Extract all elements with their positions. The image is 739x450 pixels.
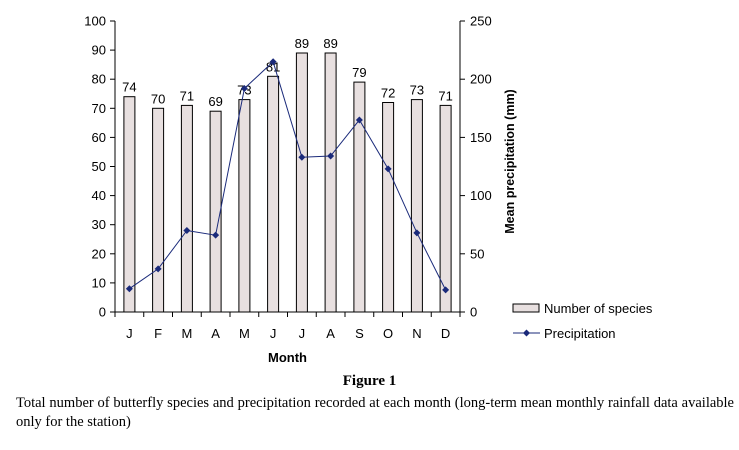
x-tick-label: A — [326, 326, 335, 341]
bar-D — [439, 104, 452, 313]
bar-M — [180, 104, 193, 313]
left-tick-label: 10 — [92, 275, 106, 290]
precipitation-point-F — [154, 265, 162, 273]
x-tick-label: J — [299, 326, 306, 341]
bar-value-label: 81 — [266, 59, 280, 74]
precipitation-line — [129, 60, 447, 291]
bar-F — [152, 107, 165, 313]
combo-chart: 747071697381898979727371 010203040506070… — [84, 14, 653, 366]
left-tick-label: 100 — [84, 14, 106, 29]
precipitation-point-J — [298, 153, 306, 161]
axes: 0 10 20 30 40 50 60 70 80 90 100 0 50 100 150 200 250 J F M… — [84, 14, 517, 366]
left-tick-label: 0 — [99, 305, 106, 320]
bar-J — [123, 96, 136, 313]
bar-value-label: 73 — [410, 83, 424, 98]
bar-value-label: 74 — [122, 80, 136, 95]
legend: Number of species Precipitation — [512, 301, 653, 341]
precipitation-point-A — [212, 231, 220, 239]
bar-value-label: 71 — [438, 88, 452, 103]
legend-bar-label: Number of species — [544, 301, 653, 316]
left-tick-label: 30 — [92, 217, 106, 232]
precipitation-point-M — [240, 85, 248, 93]
left-tick-label: 70 — [92, 101, 106, 116]
bar-value-label: 69 — [208, 94, 222, 109]
bar-value-label: 79 — [352, 65, 366, 80]
left-tick-label: 90 — [92, 43, 106, 58]
x-tick-label: N — [412, 326, 421, 341]
bar-value-labels: 747071697381898979727371 — [122, 36, 453, 109]
left-tick-label: 50 — [92, 159, 106, 174]
precipitation-point-A — [327, 152, 335, 160]
bar-A — [209, 110, 222, 313]
bar-N — [410, 99, 423, 313]
bar-J — [295, 52, 308, 313]
precipitation-point-D — [442, 286, 450, 294]
bar-value-label: 71 — [180, 88, 194, 103]
right-tick-label: 0 — [470, 305, 477, 320]
precipitation-series — [125, 58, 450, 294]
right-tick-label: 50 — [470, 246, 484, 261]
precipitation-point-J — [125, 285, 133, 293]
x-tick-label: J — [126, 326, 133, 341]
x-tick-label: O — [383, 326, 393, 341]
legend-bar-swatch — [512, 303, 540, 313]
right-tick-label: 200 — [470, 72, 492, 87]
precipitation-point-S — [355, 116, 363, 124]
precipitation-point-N — [413, 229, 421, 237]
x-axis-title: Month — [268, 350, 307, 365]
bar-value-label: 72 — [381, 86, 395, 101]
right-tick-label: 250 — [470, 14, 492, 29]
x-tick-label: M — [181, 326, 192, 341]
left-tick-label: 80 — [92, 72, 106, 87]
bar-series — [123, 52, 452, 313]
bar-value-label: 89 — [295, 36, 309, 51]
x-tick-label: J — [270, 326, 277, 341]
right-tick-label: 100 — [470, 188, 492, 203]
right-axis-title: Mean precipitation (mm) — [503, 89, 517, 233]
bar-J — [267, 75, 280, 313]
x-tick-label: S — [355, 326, 364, 341]
legend-line-label: Precipitation — [544, 326, 616, 341]
legend-line-marker — [523, 329, 530, 337]
x-tick-label: M — [239, 326, 250, 341]
x-tick-label: D — [441, 326, 450, 341]
right-tick-label: 150 — [470, 130, 492, 145]
bar-value-label: 89 — [323, 36, 337, 51]
figure-label: Figure 1 — [342, 373, 397, 389]
left-tick-label: 60 — [92, 130, 106, 145]
precipitation-point-J — [269, 58, 277, 66]
left-tick-label: 40 — [92, 188, 106, 203]
bar-M — [238, 99, 251, 313]
bar-A — [324, 52, 337, 313]
left-tick-label: 20 — [92, 246, 106, 261]
bar-value-label: 70 — [151, 91, 165, 106]
precipitation-point-O — [384, 165, 392, 173]
precipitation-point-M — [183, 227, 191, 235]
x-tick-label: A — [211, 326, 220, 341]
x-tick-label: F — [154, 326, 162, 341]
figure-caption: Total number of butterfly species and pr… — [16, 395, 734, 430]
bar-O — [382, 102, 395, 313]
